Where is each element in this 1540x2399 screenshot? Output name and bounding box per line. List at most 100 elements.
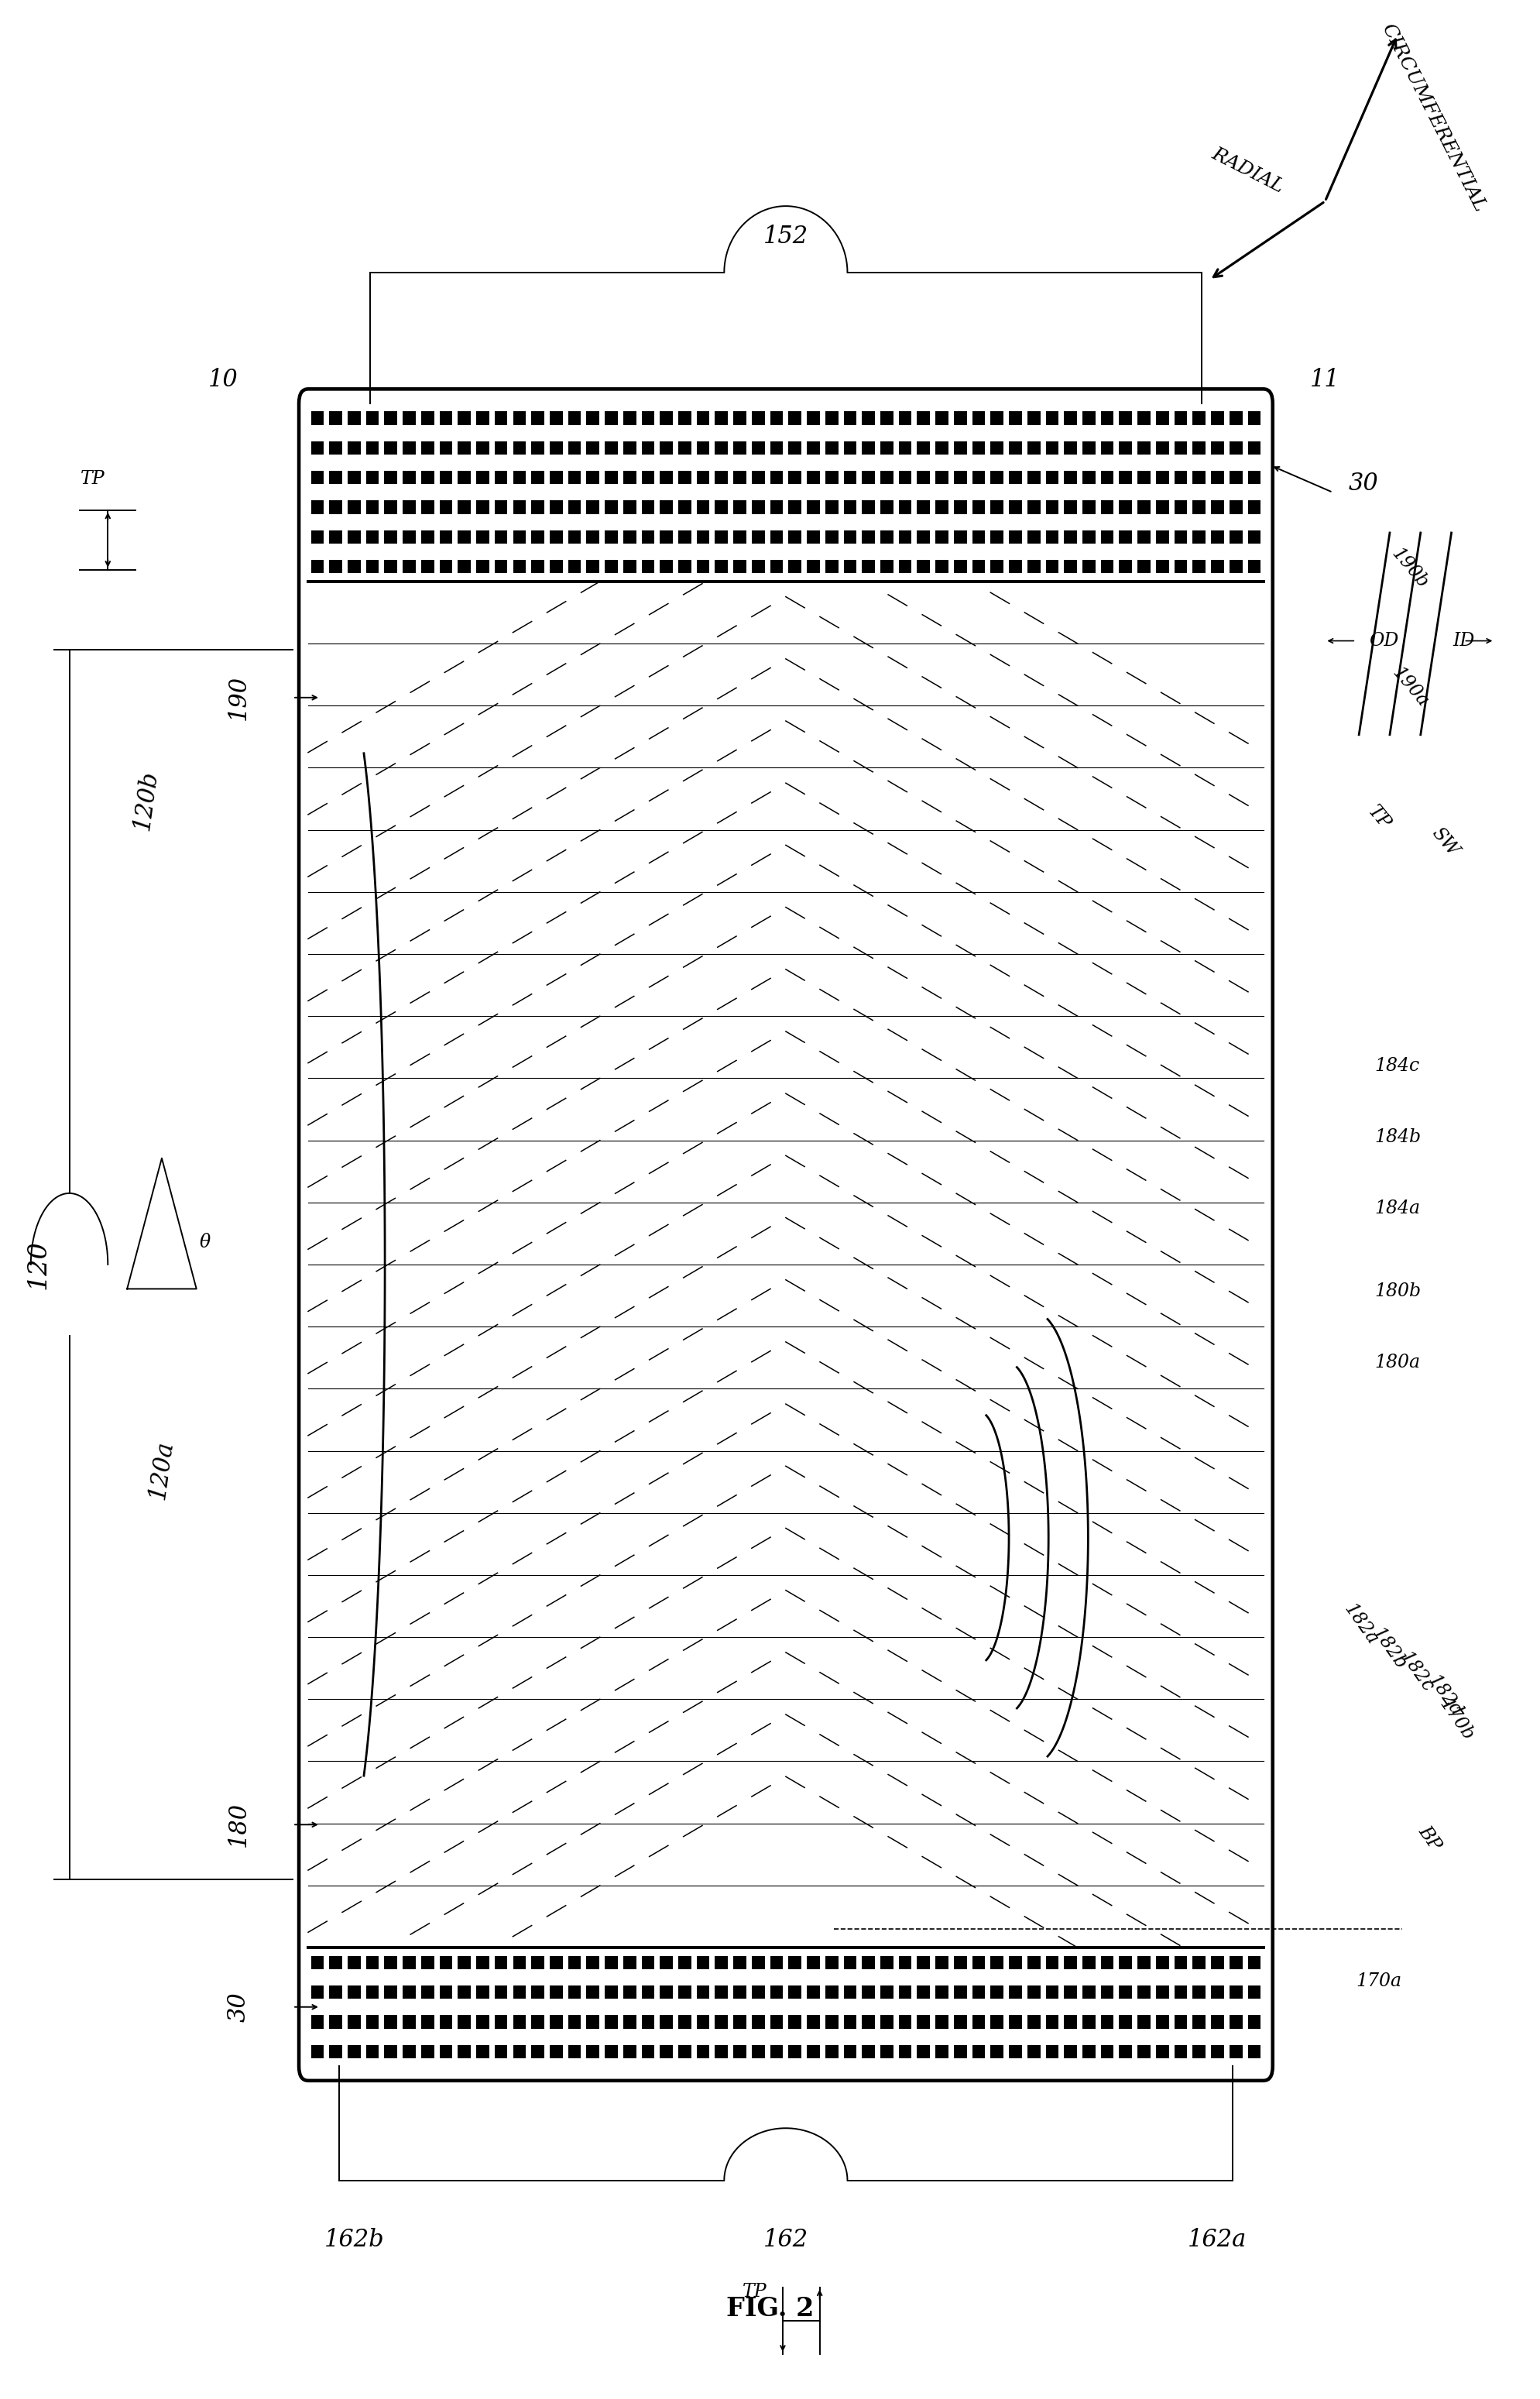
- Bar: [531, 470, 544, 485]
- Bar: [311, 470, 323, 485]
- Bar: [844, 441, 856, 453]
- Bar: [587, 441, 599, 453]
- Bar: [1210, 501, 1223, 513]
- Bar: [311, 1986, 323, 1998]
- Bar: [659, 530, 673, 545]
- Bar: [641, 441, 654, 453]
- Bar: [550, 559, 562, 573]
- Text: 182d: 182d: [1423, 1672, 1465, 1720]
- Text: 184a: 184a: [1374, 1200, 1420, 1216]
- Bar: [622, 470, 636, 485]
- Bar: [1155, 1986, 1169, 1998]
- Bar: [752, 1986, 764, 1998]
- Text: FIG. 2: FIG. 2: [727, 2296, 813, 2322]
- Bar: [678, 1955, 691, 1970]
- Bar: [531, 559, 544, 573]
- Bar: [348, 470, 360, 485]
- Text: 170a: 170a: [1355, 1972, 1401, 1989]
- Bar: [861, 2044, 875, 2058]
- Bar: [879, 1955, 893, 1970]
- Bar: [402, 1955, 416, 1970]
- Bar: [457, 1986, 471, 1998]
- Bar: [348, 559, 360, 573]
- Bar: [1192, 1986, 1204, 1998]
- Bar: [935, 413, 949, 425]
- Bar: [1027, 413, 1040, 425]
- Bar: [807, 2015, 819, 2030]
- Bar: [330, 2015, 342, 2030]
- Bar: [439, 470, 453, 485]
- Bar: [1027, 441, 1040, 453]
- Bar: [935, 1955, 949, 1970]
- Bar: [420, 2044, 434, 2058]
- Bar: [678, 1986, 691, 1998]
- Bar: [476, 530, 488, 545]
- Bar: [383, 559, 397, 573]
- Bar: [568, 2015, 581, 2030]
- Bar: [825, 2015, 838, 2030]
- Bar: [605, 1955, 618, 1970]
- Bar: [383, 470, 397, 485]
- Bar: [348, 413, 360, 425]
- Bar: [531, 2044, 544, 2058]
- Bar: [1100, 501, 1113, 513]
- Bar: [715, 413, 727, 425]
- Bar: [420, 413, 434, 425]
- Text: 182a: 182a: [1340, 1600, 1381, 1648]
- Bar: [844, 2044, 856, 2058]
- Bar: [1064, 413, 1076, 425]
- Bar: [990, 2044, 1003, 2058]
- Bar: [1192, 530, 1204, 545]
- Bar: [770, 501, 782, 513]
- Bar: [568, 413, 581, 425]
- Text: 30: 30: [226, 1991, 251, 2022]
- Bar: [457, 559, 471, 573]
- Bar: [659, 1986, 673, 1998]
- Bar: [330, 413, 342, 425]
- Bar: [605, 441, 618, 453]
- Bar: [1155, 501, 1169, 513]
- Bar: [1027, 501, 1040, 513]
- Bar: [898, 441, 912, 453]
- Bar: [1210, 1955, 1223, 1970]
- Bar: [476, 501, 488, 513]
- Bar: [916, 1986, 930, 1998]
- Bar: [367, 530, 379, 545]
- Bar: [568, 559, 581, 573]
- Bar: [402, 559, 416, 573]
- Bar: [641, 1986, 654, 1998]
- Bar: [879, 501, 893, 513]
- Bar: [1064, 470, 1076, 485]
- Bar: [990, 530, 1003, 545]
- Bar: [513, 2015, 525, 2030]
- Bar: [898, 501, 912, 513]
- Text: 182b: 182b: [1368, 1624, 1409, 1672]
- Bar: [1137, 501, 1150, 513]
- Bar: [1064, 441, 1076, 453]
- Bar: [439, 441, 453, 453]
- Bar: [770, 530, 782, 545]
- Bar: [402, 470, 416, 485]
- Bar: [1046, 1955, 1058, 1970]
- Bar: [935, 559, 949, 573]
- Bar: [1192, 2044, 1204, 2058]
- Text: 120b: 120b: [131, 768, 162, 832]
- Bar: [439, 1955, 453, 1970]
- Bar: [1083, 2044, 1095, 2058]
- Bar: [457, 501, 471, 513]
- Bar: [605, 470, 618, 485]
- Bar: [953, 470, 966, 485]
- Bar: [1210, 2015, 1223, 2030]
- Bar: [568, 470, 581, 485]
- Bar: [311, 530, 323, 545]
- Bar: [367, 559, 379, 573]
- Text: CIRCUMFERENTIAL: CIRCUMFERENTIAL: [1377, 22, 1488, 216]
- Bar: [953, 413, 966, 425]
- Bar: [383, 413, 397, 425]
- Bar: [367, 2044, 379, 2058]
- Bar: [494, 441, 507, 453]
- Text: TP: TP: [742, 2284, 767, 2301]
- Bar: [972, 441, 984, 453]
- Bar: [807, 441, 819, 453]
- Bar: [770, 559, 782, 573]
